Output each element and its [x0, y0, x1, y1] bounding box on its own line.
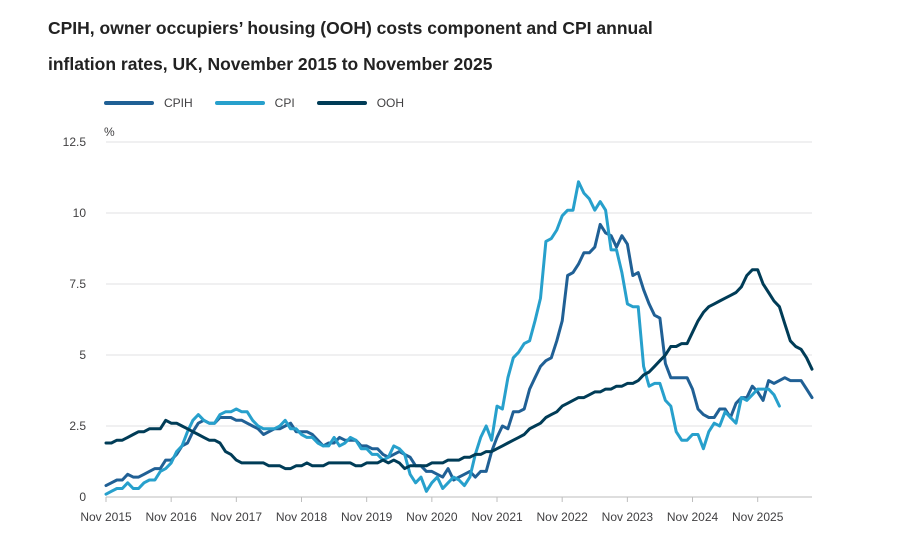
legend-label-cpih: CPIH	[164, 96, 193, 110]
x-tick-label: Nov 2019	[341, 510, 393, 524]
series-line-ooh	[104, 268, 814, 471]
y-tick-label: 7.5	[69, 277, 86, 291]
x-tick-label: Nov 2018	[276, 510, 328, 524]
x-tick-label: Nov 2016	[145, 510, 197, 524]
legend-swatch-ooh	[316, 101, 367, 105]
x-tick-label: Nov 2015	[80, 510, 132, 524]
series-line-cpi	[104, 180, 781, 496]
x-tick-label: Nov 2023	[602, 510, 654, 524]
y-tick-label: 2.5	[69, 419, 86, 433]
chart-title-line-1: CPIH, owner occupiers’ housing (OOH) cos…	[48, 18, 653, 38]
legend-item-cpi: CPI	[214, 96, 295, 110]
x-tick-label: Nov 2021	[471, 510, 523, 524]
x-tick-label: Nov 2025	[732, 510, 784, 524]
y-tick-label: 10	[73, 206, 87, 220]
y-axis-unit-label: %	[104, 125, 115, 139]
legend-label-ooh: OOH	[376, 96, 405, 110]
chart-title: CPIH, owner occupiers’ housing (OOH) cos…	[48, 10, 868, 82]
gridlines	[106, 141, 812, 498]
x-tick-label: Nov 2017	[211, 510, 263, 524]
y-tick-label: 12.5	[63, 135, 87, 149]
axes: 0 2.5 5 7.5 10 12.5% Nov 2015 Nov 2016 Nov 2017 N…	[63, 125, 784, 524]
chart-title-line-2: inflation rates, UK, November 2015 to No…	[48, 54, 493, 74]
y-tick-label: 5	[79, 348, 86, 362]
x-tick-label: Nov 2020	[406, 510, 458, 524]
legend-item-cpih: CPIH	[104, 96, 193, 110]
legend-swatch-cpih	[104, 101, 154, 105]
x-tick-label: Nov 2024	[667, 510, 719, 524]
y-tick-label: 0	[79, 490, 86, 504]
legend-item-ooh: OOH	[316, 96, 405, 110]
legend-swatch-cpi	[214, 101, 265, 105]
series-lines	[104, 180, 814, 496]
chart-legend: CPIH CPI OOH	[104, 96, 426, 110]
x-tick-label: Nov 2022	[536, 510, 588, 524]
legend-label-cpi: CPI	[274, 96, 295, 110]
series-line-cpih	[104, 222, 814, 488]
